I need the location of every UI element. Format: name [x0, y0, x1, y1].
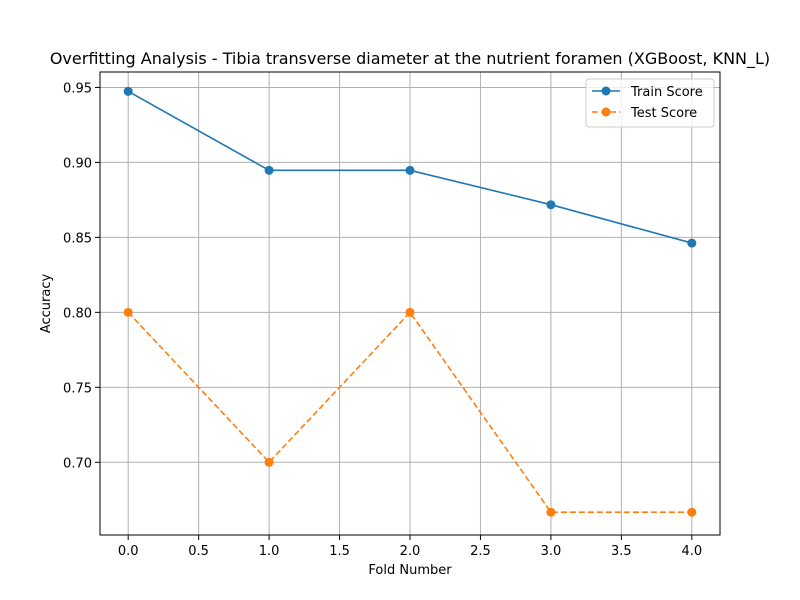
- x-tick-label: 3.5: [611, 544, 632, 559]
- x-tick-label: 3.0: [541, 544, 562, 559]
- y-tick-label: 0.85: [63, 231, 92, 246]
- y-axis: 0.70 0.75 0.80 0.85 0.90 0.95: [63, 81, 100, 471]
- legend-marker: [601, 107, 611, 117]
- x-tick-label: 0.5: [188, 544, 209, 559]
- y-tick-label: 0.75: [63, 381, 92, 396]
- legend-entry: Train Score: [592, 85, 703, 100]
- y-tick-label: 0.70: [63, 456, 92, 471]
- y-tick-label: 0.80: [63, 306, 92, 321]
- data-point: [264, 457, 274, 467]
- x-tick-label: 1.5: [329, 544, 350, 559]
- y-axis-label: Accuracy: [39, 274, 54, 334]
- legend-marker: [601, 86, 611, 96]
- x-tick-label: 2.5: [470, 544, 491, 559]
- x-axis: 0.0 0.5 1.0 1.5 2.0 2.5 3.0 3.5 4.0: [118, 535, 702, 559]
- data-point: [546, 200, 556, 210]
- chart-title: Overfitting Analysis - Tibia transverse …: [50, 49, 770, 69]
- series-layer: [123, 86, 697, 517]
- x-axis-label: Fold Number: [368, 563, 452, 578]
- legend: Train Score Test Score: [585, 78, 715, 128]
- data-point: [123, 86, 133, 96]
- data-point: [546, 507, 556, 517]
- legend-entry: Test Score: [592, 106, 697, 121]
- x-tick-label: 2.0: [400, 544, 421, 559]
- series-0: [123, 86, 697, 248]
- series-line: [127, 311, 692, 514]
- x-tick-label: 0.0: [118, 544, 139, 559]
- data-point: [405, 307, 415, 317]
- grid: [100, 72, 720, 535]
- data-point: [687, 507, 697, 517]
- data-point: [123, 307, 133, 317]
- y-tick-label: 0.90: [63, 156, 92, 171]
- legend-label: Train Score: [630, 85, 703, 100]
- data-point: [264, 165, 274, 175]
- series-1: [123, 307, 697, 517]
- data-point: [405, 165, 415, 175]
- x-tick-label: 1.0: [259, 544, 280, 559]
- x-tick-label: 4.0: [681, 544, 702, 559]
- data-point: [687, 238, 697, 248]
- y-tick-label: 0.95: [63, 81, 92, 96]
- legend-label: Test Score: [630, 106, 697, 121]
